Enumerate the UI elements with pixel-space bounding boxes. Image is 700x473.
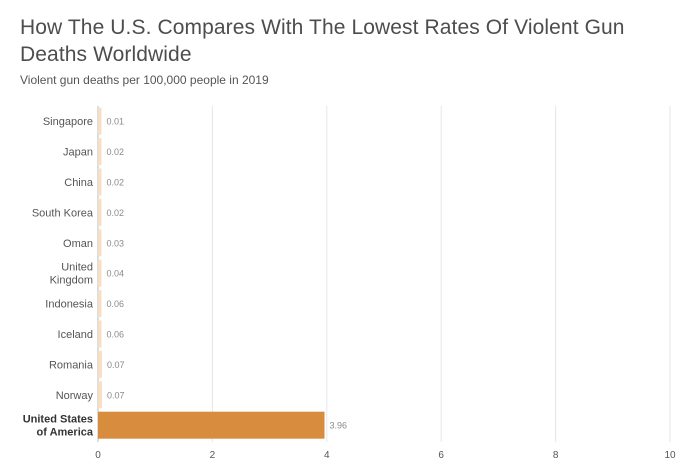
category-label: Oman: [63, 238, 93, 250]
bar-south-korea: [98, 198, 102, 226]
value-label: 0.06: [107, 330, 125, 340]
category-label: United Kingdom: [50, 262, 93, 287]
bar-united-kingdom: [98, 259, 102, 287]
chart-title: How The U.S. Compares With The Lowest Ra…: [20, 16, 625, 66]
bar-japan: [98, 138, 102, 166]
value-label: 0.04: [107, 269, 125, 279]
x-axis-ticks: 0 2 4 6 8 10: [95, 450, 676, 461]
category-label: Iceland: [58, 329, 93, 341]
bar-romania: [98, 350, 103, 378]
category-label: Norway: [56, 390, 94, 402]
category-label: United States of America: [23, 414, 94, 439]
x-tick-label: 8: [553, 450, 559, 461]
category-labels: Singapore Japan China South Korea Oman United…: [23, 116, 94, 439]
chart-subtitle: Violent gun deaths per 100,000 people in…: [20, 73, 269, 87]
bar-china: [98, 168, 102, 196]
bars: [98, 107, 325, 439]
x-tick-label: 4: [324, 450, 330, 461]
bar-norway: [98, 381, 103, 409]
category-label: Indonesia: [45, 299, 94, 311]
value-label: 0.02: [107, 147, 125, 157]
gridlines: [97, 106, 671, 442]
x-tick-label: 10: [664, 450, 676, 461]
value-label: 0.07: [107, 360, 125, 370]
value-label: 0.06: [107, 299, 125, 309]
x-tick-label: 2: [210, 450, 216, 461]
category-label: Japan: [63, 147, 93, 159]
category-label: China: [64, 177, 94, 189]
bar-united-states-of-america: [98, 411, 325, 439]
value-label: 0.02: [107, 208, 125, 218]
category-label: Romania: [49, 359, 94, 371]
bar-oman: [98, 229, 102, 257]
value-labels: 0.01 0.02 0.02 0.02 0.03 0.04 0.06 0.06 0.07 0.07…: [107, 117, 348, 431]
value-label: 0.01: [107, 117, 125, 127]
bar-singapore: [98, 107, 102, 135]
bar-indonesia: [98, 290, 102, 318]
x-tick-label: 6: [438, 450, 444, 461]
value-label: 0.07: [107, 390, 125, 400]
x-tick-label: 0: [95, 450, 101, 461]
value-label: 3.96: [330, 421, 348, 431]
category-label: Singapore: [43, 116, 93, 128]
value-label: 0.03: [107, 238, 125, 248]
value-label: 0.02: [107, 178, 125, 188]
category-label: South Korea: [32, 207, 94, 219]
bar-iceland: [98, 320, 102, 348]
